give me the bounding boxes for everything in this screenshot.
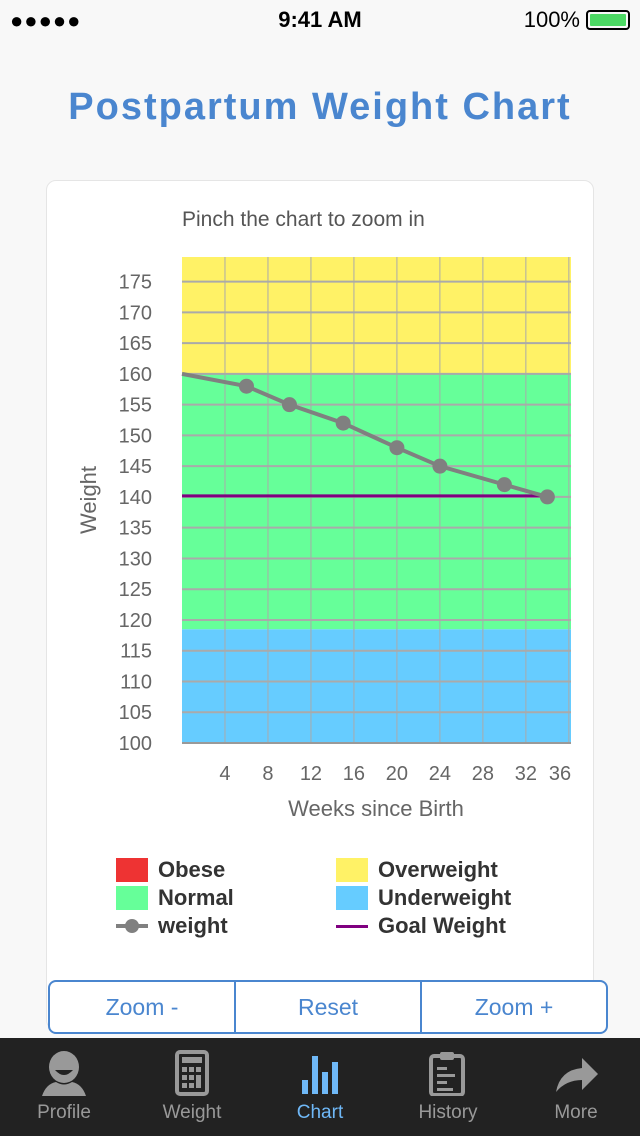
legend-item: weight xyxy=(116,913,336,938)
tab-chart[interactable]: Chart xyxy=(256,1038,384,1136)
y-tick-label: 120 xyxy=(119,610,152,632)
weight-line xyxy=(181,371,548,499)
tab-bar: Profile Weight Chart History More xyxy=(0,1038,640,1136)
weight-point xyxy=(539,489,555,505)
zoom-out-button[interactable]: Zoom - xyxy=(50,982,236,1032)
y-tick-label: 145 xyxy=(119,456,152,478)
legend-swatch xyxy=(116,858,148,882)
x-tick-label: 12 xyxy=(300,763,322,785)
x-tick-label: 16 xyxy=(343,763,365,785)
tab-history[interactable]: History xyxy=(384,1038,512,1136)
weight-point xyxy=(496,477,512,493)
tab-profile[interactable]: Profile xyxy=(0,1038,128,1136)
y-tick-label: 105 xyxy=(119,702,152,724)
y-tick-label: 140 xyxy=(119,487,152,509)
bar-chart-icon xyxy=(302,1056,338,1094)
y-tick-label: 150 xyxy=(119,425,152,447)
zoom-in-button[interactable]: Zoom + xyxy=(474,993,554,1020)
tab-label: Weight xyxy=(162,1102,222,1123)
weight-point xyxy=(238,378,254,394)
calculator-icon xyxy=(175,1050,209,1096)
tab-weight[interactable]: Weight xyxy=(128,1038,256,1136)
page-title: Postpartum Weight Chart xyxy=(68,86,572,128)
legend-marker-icon xyxy=(116,914,148,938)
legend-swatch xyxy=(336,886,368,910)
x-tick-label: 28 xyxy=(472,763,494,785)
y-tick-label: 110 xyxy=(120,671,152,693)
legend-item: Underweight xyxy=(336,885,556,910)
band-overweight xyxy=(182,257,571,374)
y-tick-label: 125 xyxy=(119,579,152,601)
band-normal xyxy=(182,373,571,630)
x-tick-label: 8 xyxy=(262,763,273,785)
signal-icon: ●●●●● xyxy=(10,8,82,33)
y-tick-label: 175 xyxy=(119,272,152,294)
x-tick-label: 32 xyxy=(515,763,537,785)
legend-swatch xyxy=(336,858,368,882)
legend-item: Overweight xyxy=(336,857,556,882)
x-axis-label: Weeks since Birth xyxy=(288,796,464,821)
legend-line-icon xyxy=(336,914,368,938)
y-tick-label: 135 xyxy=(119,518,152,540)
tab-label: More xyxy=(554,1102,598,1123)
legend-item: Normal xyxy=(116,885,336,910)
legend-label: Goal Weight xyxy=(378,913,506,938)
battery-percent: 100% xyxy=(523,7,580,32)
tab-label: History xyxy=(418,1102,478,1123)
weight-point xyxy=(335,415,351,431)
clipboard-icon xyxy=(429,1052,465,1096)
chart-legend: Obese Overweight Normal Underweight weight Go… xyxy=(116,857,556,938)
y-tick-label: 100 xyxy=(119,733,152,755)
x-tick-label: 36 xyxy=(549,763,571,785)
weight-point xyxy=(432,458,448,474)
legend-label: Underweight xyxy=(378,885,512,910)
y-tick-label: 130 xyxy=(119,548,152,570)
legend-label: Obese xyxy=(158,857,226,882)
weight-point xyxy=(281,397,297,413)
profile-icon xyxy=(42,1051,86,1096)
tab-label: Chart xyxy=(296,1102,344,1123)
chart-hint: Pinch the chart to zoom in xyxy=(182,208,425,231)
legend-label: weight xyxy=(158,913,228,938)
legend-label: Overweight xyxy=(378,857,498,882)
battery-icon xyxy=(586,10,630,30)
y-axis-label: Weight xyxy=(76,466,101,534)
zoom-controls: Zoom - Reset Zoom + xyxy=(48,980,608,1034)
reset-button[interactable]: Reset xyxy=(236,982,422,1032)
legend-item: Obese xyxy=(116,857,336,882)
tab-more[interactable]: More xyxy=(512,1038,640,1136)
y-tick-label: 155 xyxy=(119,395,152,417)
y-tick-label: 115 xyxy=(120,641,152,663)
band-underweight xyxy=(182,629,571,743)
y-tick-label: 165 xyxy=(119,333,152,355)
x-tick-label: 20 xyxy=(386,763,408,785)
weight-point xyxy=(389,440,405,456)
weight-chart[interactable]: 100 105 110 115 120 125 130 135 140 145 150 155 160 1… xyxy=(0,0,640,850)
legend-swatch xyxy=(116,886,148,910)
status-bar: ●●●●● 9:41 AM 100% xyxy=(0,0,640,40)
x-tick-label: 4 xyxy=(219,763,230,785)
y-tick-label: 160 xyxy=(119,364,152,386)
tab-label: Profile xyxy=(37,1102,91,1123)
legend-item: Goal Weight xyxy=(336,913,556,938)
share-arrow-icon xyxy=(556,1058,598,1092)
clock: 9:41 AM xyxy=(278,7,362,32)
legend-label: Normal xyxy=(158,885,234,910)
x-tick-label: 24 xyxy=(429,763,451,785)
y-tick-label: 170 xyxy=(119,302,152,324)
